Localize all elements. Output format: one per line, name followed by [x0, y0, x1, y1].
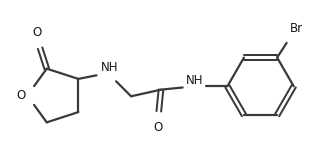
Text: O: O	[17, 89, 26, 102]
Text: Br: Br	[290, 22, 303, 35]
Text: NH: NH	[186, 74, 203, 87]
Text: O: O	[32, 26, 41, 39]
Text: O: O	[153, 121, 162, 134]
Text: NH: NH	[101, 61, 118, 74]
